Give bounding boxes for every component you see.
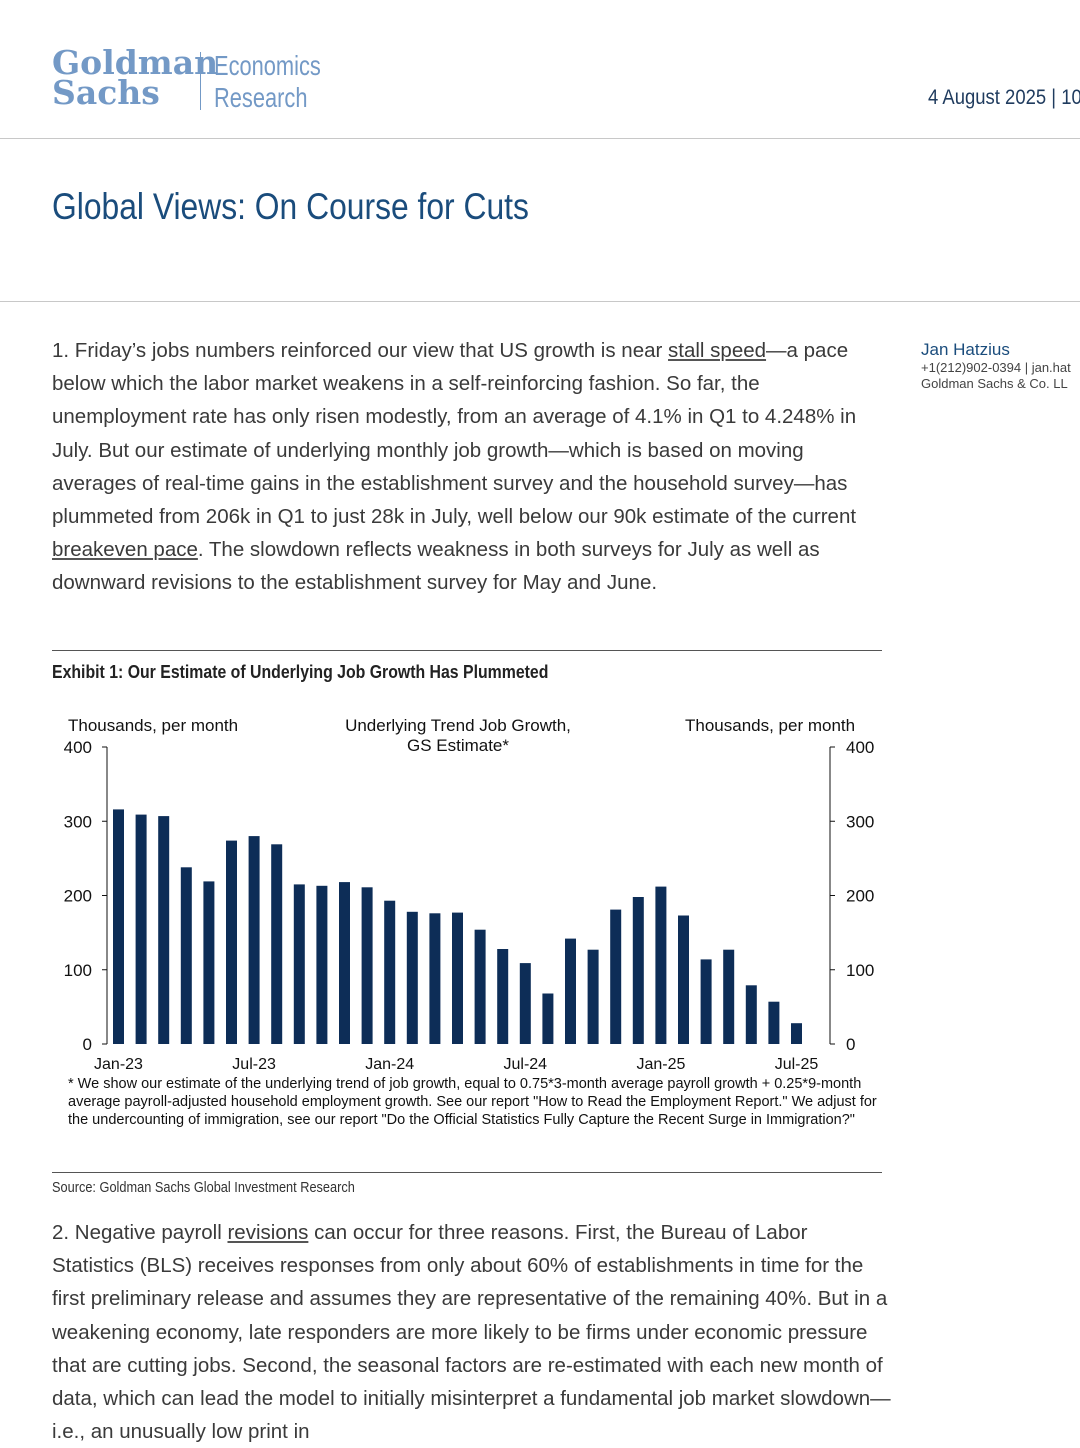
bar-apr-23	[180, 867, 192, 1044]
author-firm: Goldman Sachs & Co. LL	[921, 376, 1068, 391]
exhibit-bottom-rule	[52, 1172, 882, 1173]
bar-jan-23	[113, 809, 124, 1044]
paragraph-1-text: 1. Friday’s jobs numbers reinforced our …	[52, 339, 669, 362]
division-line-2: Research	[214, 82, 308, 113]
exhibit-top-rule	[52, 650, 882, 651]
bar-nov-24	[610, 909, 622, 1044]
job-growth-bar-chart: Thousands, per month Thousands, per mont…	[64, 716, 875, 1072]
bar-mar-23	[158, 816, 170, 1044]
goldman-sachs-logo: Goldman Sachs	[52, 43, 219, 112]
bar-sep-23	[293, 884, 305, 1044]
bar-jul-25	[791, 1023, 802, 1044]
bar-apr-25	[723, 949, 735, 1044]
bar-feb-25	[678, 915, 689, 1044]
breakeven-pace-link[interactable]: breakeven pace	[52, 538, 198, 562]
chart-title-line-1: Underlying Trend Job Growth,	[345, 716, 571, 735]
y-ticks: 0 0 100 100 200 200 300 300 400 400	[64, 738, 875, 1054]
bars-group	[113, 809, 802, 1044]
logo-line-2: Sachs	[52, 73, 160, 112]
bar-sep-24	[565, 938, 576, 1044]
x-tick-label: Jan-23	[94, 1056, 143, 1072]
y-tick-label-left: 400	[64, 738, 92, 757]
division-line-1: Economics	[214, 50, 321, 81]
x-tick-label: Jan-24	[365, 1056, 414, 1072]
x-tick-labels: Jan-23 Jul-23 Jan-24 Jul-24 Jan-25 Jul-25	[94, 1056, 818, 1072]
y-tick-label-right: 100	[846, 961, 874, 980]
paragraph-1-text-3: . The slowdown reflects weakness in both…	[52, 538, 820, 595]
exhibit-title: Exhibit 1: Our Estimate of Underlying Jo…	[52, 662, 549, 682]
y-tick-label-left: 300	[64, 812, 92, 831]
y-tick-label-right: 300	[846, 812, 874, 831]
author-name[interactable]: Jan Hatzius	[921, 340, 1010, 359]
y-tick-label-right: 200	[846, 887, 874, 906]
bar-apr-24	[452, 912, 463, 1044]
bar-feb-23	[135, 814, 147, 1044]
bar-mar-25	[700, 959, 712, 1044]
x-tick-label: Jul-23	[232, 1056, 276, 1072]
bar-may-25	[745, 985, 757, 1044]
chart-title-line-2: GS Estimate*	[407, 736, 509, 755]
x-tick-label: Jan-25	[636, 1056, 685, 1072]
paragraph-1: 1. Friday’s jobs numbers reinforced our …	[52, 334, 892, 600]
bar-oct-24	[587, 949, 599, 1044]
x-tick-label: Jul-25	[775, 1056, 819, 1072]
bar-jun-23	[226, 840, 237, 1044]
logo-line-1: Goldman	[52, 43, 219, 82]
bar-jun-24	[497, 949, 509, 1044]
report-date: 4 August 2025 | 10	[928, 86, 1080, 109]
bar-aug-23	[271, 844, 283, 1044]
title-divider	[0, 301, 1080, 302]
header-divider	[0, 138, 1080, 139]
x-tick-label: Jul-24	[504, 1056, 548, 1072]
author-contact: +1(212)902-0394 | jan.hat	[921, 360, 1071, 375]
bar-nov-23	[339, 882, 350, 1044]
bar-may-24	[474, 929, 486, 1044]
bar-jan-24	[384, 900, 396, 1044]
bar-mar-24	[429, 913, 441, 1044]
page-title: Global Views: On Course for Cuts	[52, 186, 529, 227]
y-tick-label-left: 100	[64, 961, 92, 980]
paragraph-2: 2. Negative payroll revisions can occur …	[52, 1216, 892, 1448]
logo-divider	[200, 52, 201, 110]
y-axis-label-left: Thousands, per month	[68, 716, 238, 735]
bar-jan-25	[655, 886, 667, 1044]
bar-may-23	[203, 881, 215, 1044]
exhibit-source: Source: Goldman Sachs Global Investment …	[52, 1180, 355, 1196]
y-tick-label-left: 0	[83, 1035, 92, 1054]
revisions-link[interactable]: revisions	[227, 1221, 309, 1244]
bar-dec-23	[361, 887, 373, 1044]
stall-speed-link[interactable]: stall speed	[668, 339, 767, 362]
bar-jul-23	[248, 836, 260, 1044]
paragraph-2-text-2: can occur for three reasons. First, the …	[52, 1221, 891, 1444]
exhibit-footnote: * We show our estimate of the underlying…	[68, 1076, 877, 1128]
bar-aug-24	[542, 993, 554, 1044]
y-tick-label-right: 0	[846, 1035, 855, 1054]
y-tick-label-left: 200	[64, 887, 92, 906]
bar-dec-24	[632, 897, 644, 1044]
paragraph-1-text-2: —a pace below which the labor market wea…	[52, 339, 857, 529]
bar-feb-24	[406, 911, 418, 1044]
bar-jul-24	[519, 963, 531, 1044]
y-axis-label-right: Thousands, per month	[685, 716, 855, 735]
paragraph-2-text: 2. Negative payroll	[52, 1221, 228, 1244]
bar-jun-25	[768, 1001, 780, 1044]
y-tick-label-right: 400	[846, 738, 874, 757]
division-label: Economics Research	[214, 50, 321, 114]
bar-oct-23	[316, 885, 328, 1044]
